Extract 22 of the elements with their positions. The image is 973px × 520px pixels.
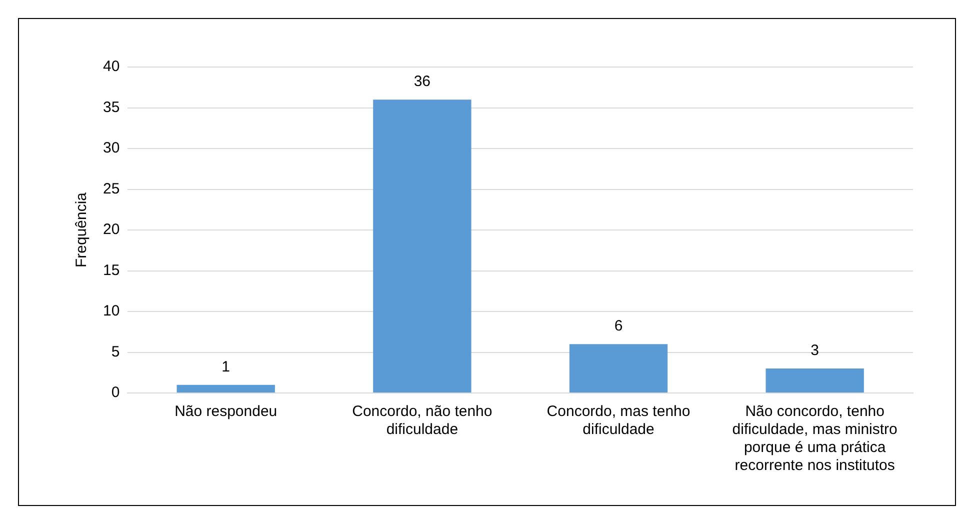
y-tick-label: 20: [102, 221, 120, 238]
y-tick-label: 30: [102, 140, 120, 157]
y-tick-label: 40: [102, 58, 120, 76]
y-tick-label: 35: [102, 98, 120, 116]
x-tick-label: Não respondeu: [174, 403, 278, 420]
bar: [176, 384, 275, 392]
x-tick-label: Não concordo, tenho dificuldade, mas ministro porque é uma prática recorrente nos institutos: [732, 403, 898, 474]
y-tick-label: 25: [102, 180, 120, 198]
y-tick-label: 15: [102, 262, 120, 279]
y-tick-label: 5: [111, 343, 120, 360]
y-tick-label: 0: [111, 384, 120, 402]
x-tick-label: Concordo, mas tenho dificuldade: [546, 403, 690, 438]
data-label: 6: [614, 318, 623, 335]
bar: [373, 100, 472, 392]
bar: [569, 344, 668, 392]
x-tick-label: Concordo, não tenho dificuldade: [352, 403, 492, 438]
y-axis-title: Frequência: [73, 192, 90, 268]
data-label: 3: [810, 342, 820, 360]
y-tick-label: 10: [102, 302, 120, 320]
data-label: 1: [222, 358, 230, 376]
data-label: 36: [414, 73, 431, 90]
bar: [766, 368, 864, 392]
